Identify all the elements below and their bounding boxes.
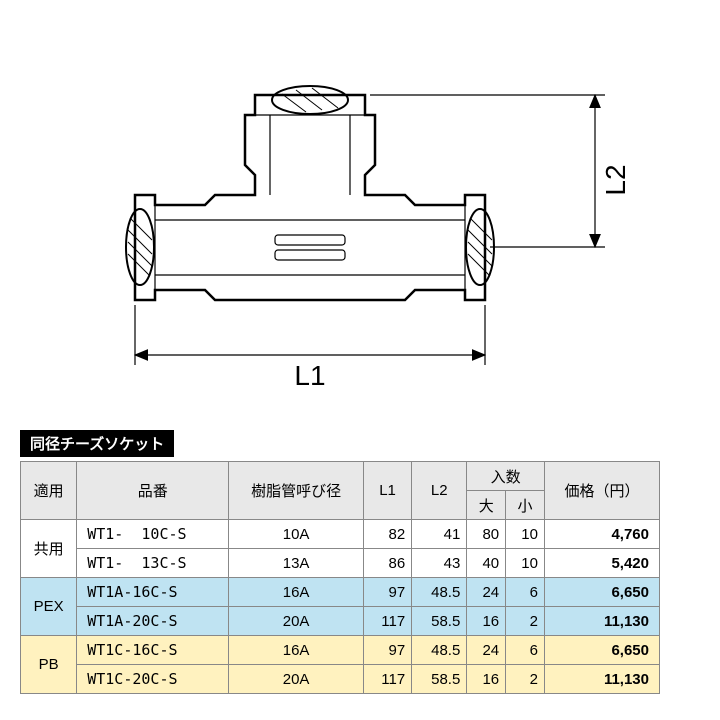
cell-pipe: 16A [229,578,364,607]
tee-fitting-svg: L1 L2 [20,20,700,400]
cell-L1: 82 [363,520,411,549]
tee-body [135,95,485,300]
spec-table: 適用 品番 樹脂管呼び径 L1 L2 入数 価格（円） 大 小 共用WT1- 1… [20,461,660,694]
cell-qty-big: 16 [467,665,506,694]
dimension-L1 [135,305,485,365]
col-apply: 適用 [21,462,77,520]
col-L1: L1 [363,462,411,520]
table-row: 共用WT1- 10C-S10A824180104,760 [21,520,660,549]
cell-qty-big: 80 [467,520,506,549]
cell-partno: WT1A-20C-S [77,607,229,636]
table-row: PBWT1C-16C-S16A9748.52466,650 [21,636,660,665]
cell-price: 4,760 [544,520,659,549]
cell-price: 5,420 [544,549,659,578]
cell-qty-big: 24 [467,578,506,607]
cell-pipe: 10A [229,520,364,549]
col-L2: L2 [412,462,467,520]
tee-fitting-diagram: L1 L2 [20,20,700,400]
cell-partno: WT1- 10C-S [77,520,229,549]
cell-pipe: 16A [229,636,364,665]
cell-partno: WT1C-16C-S [77,636,229,665]
table-row: PEXWT1A-16C-S16A9748.52466,650 [21,578,660,607]
cell-L2: 41 [412,520,467,549]
cell-price: 6,650 [544,636,659,665]
cell-price: 11,130 [544,607,659,636]
label-L1: L1 [294,360,325,391]
cell-qty-small: 10 [506,549,545,578]
cell-partno: WT1- 13C-S [77,549,229,578]
cell-L2: 48.5 [412,636,467,665]
table-row: WT1C-20C-S20A11758.516211,130 [21,665,660,694]
cell-apply: 共用 [21,520,77,578]
cell-qty-big: 16 [467,607,506,636]
col-qty: 入数 [467,462,545,491]
cell-L1: 97 [363,636,411,665]
label-L2: L2 [600,164,631,195]
cell-qty-big: 40 [467,549,506,578]
cell-L1: 117 [363,607,411,636]
table-row: WT1- 13C-S13A864340105,420 [21,549,660,578]
cell-L2: 58.5 [412,665,467,694]
cell-price: 11,130 [544,665,659,694]
cell-qty-small: 10 [506,520,545,549]
cell-qty-big: 24 [467,636,506,665]
cell-L2: 58.5 [412,607,467,636]
cell-pipe: 20A [229,665,364,694]
cell-qty-small: 6 [506,636,545,665]
col-qty-small: 小 [506,491,545,520]
cell-L2: 48.5 [412,578,467,607]
cell-price: 6,650 [544,578,659,607]
table-header: 適用 品番 樹脂管呼び径 L1 L2 入数 価格（円） 大 小 [21,462,660,520]
table-row: WT1A-20C-S20A11758.516211,130 [21,607,660,636]
cell-L1: 86 [363,549,411,578]
cell-qty-small: 2 [506,665,545,694]
col-pipe: 樹脂管呼び径 [229,462,364,520]
cell-L1: 97 [363,578,411,607]
col-partno: 品番 [77,462,229,520]
cell-apply: PEX [21,578,77,636]
cell-pipe: 20A [229,607,364,636]
cell-L2: 43 [412,549,467,578]
cell-qty-small: 2 [506,607,545,636]
cell-partno: WT1C-20C-S [77,665,229,694]
col-price: 価格（円） [544,462,659,520]
section-title: 同径チーズソケット [20,430,174,457]
table-body: 共用WT1- 10C-S10A824180104,760WT1- 13C-S13… [21,520,660,694]
cell-pipe: 13A [229,549,364,578]
cell-qty-small: 6 [506,578,545,607]
cell-partno: WT1A-16C-S [77,578,229,607]
cell-L1: 117 [363,665,411,694]
col-qty-big: 大 [467,491,506,520]
cell-apply: PB [21,636,77,694]
